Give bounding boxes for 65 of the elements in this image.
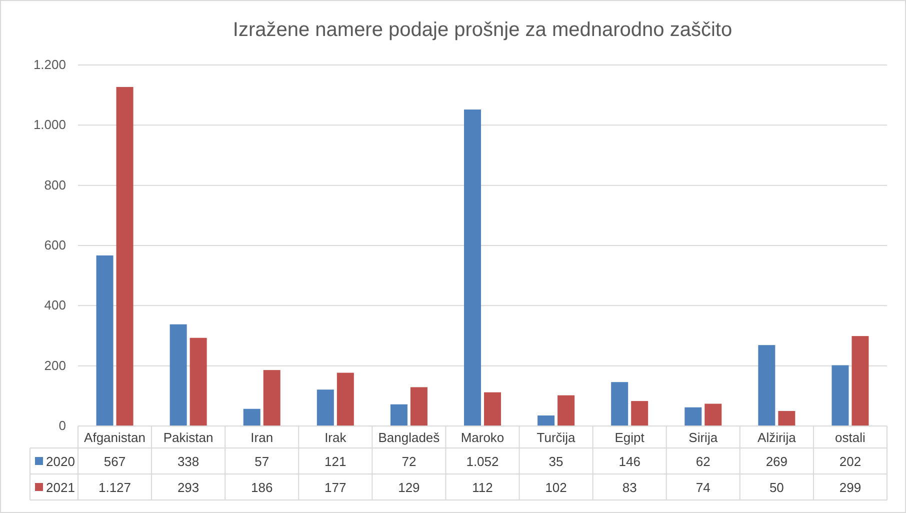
- data-label: 35: [548, 454, 564, 469]
- bar: [758, 345, 776, 426]
- bar: [336, 372, 354, 426]
- data-label: 186: [251, 480, 273, 495]
- data-label: 299: [839, 480, 862, 495]
- data-label: 269: [766, 454, 788, 469]
- bar: [852, 336, 869, 426]
- data-label: 1.052: [466, 454, 499, 469]
- bar: [190, 338, 207, 426]
- legend-label: 2020: [46, 454, 75, 469]
- data-label: 50: [769, 480, 784, 495]
- data-label: 102: [545, 480, 567, 495]
- data-label: 129: [398, 480, 420, 495]
- x-tick-label: ostali: [835, 430, 866, 445]
- x-tick-label: Egipt: [614, 430, 645, 445]
- data-label: 74: [696, 480, 710, 495]
- bar: [464, 110, 481, 426]
- data-label: 62: [696, 454, 710, 469]
- data-label: 1.127: [98, 480, 132, 495]
- x-tick-label: Bangladeš: [378, 430, 440, 445]
- chart-title: Izražene namere podaje prošnje za mednarodno zaščito: [232, 19, 732, 41]
- x-tick-label: Alžirija: [758, 430, 797, 445]
- bar: [484, 392, 501, 426]
- bar: [558, 395, 575, 426]
- data-label: 72: [402, 454, 416, 469]
- y-tick-label: 600: [44, 238, 66, 252]
- data-label: 202: [839, 454, 862, 469]
- bar: [96, 255, 114, 426]
- bar: [116, 86, 134, 426]
- data-label: 57: [254, 454, 270, 469]
- y-tick-label: 800: [44, 177, 66, 192]
- x-tick-label: Pakistan: [163, 430, 214, 445]
- bar: [611, 382, 628, 426]
- data-label: 338: [177, 454, 200, 469]
- bar: [410, 387, 428, 426]
- data-label: 177: [324, 480, 346, 495]
- data-label: 567: [104, 454, 126, 469]
- bar: [704, 404, 722, 426]
- bar: [832, 365, 849, 426]
- x-tick-label: Turčija: [536, 430, 576, 445]
- data-label: 293: [177, 480, 200, 495]
- bar: [538, 415, 555, 426]
- bar: [316, 390, 334, 426]
- data-label: 112: [472, 480, 493, 495]
- x-tick-label: Iran: [250, 430, 274, 445]
- bar: [243, 408, 260, 426]
- bar: [390, 404, 408, 426]
- x-tick-label: Irak: [324, 430, 347, 445]
- x-tick-label: Maroko: [460, 430, 504, 445]
- legend-label: 2021: [46, 480, 75, 495]
- bar: [170, 324, 187, 426]
- y-tick-label: 400: [44, 298, 66, 313]
- y-tick-label: 1.000: [33, 117, 66, 132]
- bar: [263, 370, 280, 426]
- y-tick-label: 0: [58, 418, 66, 433]
- x-tick-label: Sirija: [688, 430, 718, 445]
- x-tick-label: Afganistan: [84, 430, 146, 445]
- bar: [778, 410, 796, 426]
- bar: [684, 407, 702, 426]
- y-tick-label: 200: [44, 358, 66, 373]
- bar: [631, 401, 648, 426]
- data-label: 121: [324, 454, 346, 469]
- data-label: 146: [618, 454, 640, 469]
- data-label: 83: [622, 480, 637, 495]
- y-tick-label: 1.200: [33, 57, 66, 72]
